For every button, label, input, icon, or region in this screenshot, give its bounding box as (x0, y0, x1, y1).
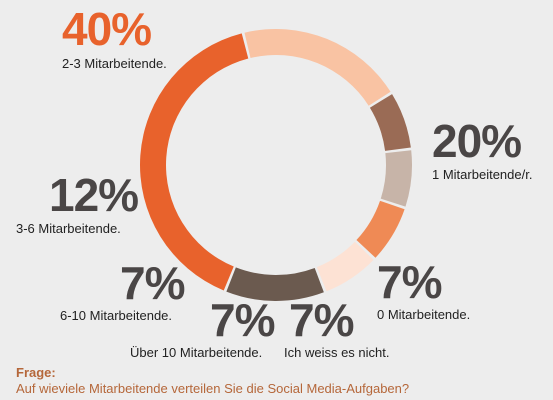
slice-percent: 7% (210, 294, 275, 346)
donut-slice-1 (244, 28, 391, 106)
donut-slice-3 (380, 150, 412, 207)
donut-slice-6 (226, 267, 324, 301)
slice-caption: 0 Mitarbeitende. (377, 307, 471, 322)
slice-caption: 2-3 Mitarbeitende. (62, 56, 167, 71)
donut-slice-2 (369, 94, 411, 151)
slice-caption: 1 Mitarbeitende/r. (432, 167, 533, 182)
slice-percent: 40% (62, 3, 152, 55)
slice-percent: 7% (377, 256, 442, 308)
slice-percent: 20% (432, 115, 522, 167)
slice-caption: Über 10 Mitarbeitende. (130, 345, 263, 360)
slice-percent: 12% (49, 169, 139, 221)
slice-caption: 6-10 Mitarbeitende. (60, 308, 173, 323)
label-2-3: 40% 2-3 Mitarbeitende. (62, 6, 167, 72)
slice-caption: Ich weiss es nicht. (284, 345, 390, 360)
slice-percent: 7% (289, 294, 354, 346)
question-text: Auf wieviele Mitarbeitende verteilen Sie… (16, 381, 410, 396)
label-1: 20% 1 Mitarbeitende/r. (432, 118, 532, 183)
label-6-10: 7% 6-10 Mitarbeitende. (60, 257, 185, 324)
slice-caption: 3-6 Mitarbeitende. (16, 221, 121, 236)
donut-slice-4 (356, 200, 405, 258)
donut-slice-5 (316, 241, 374, 292)
label-3-6: 12% 3-6 Mitarbeitende. (16, 169, 139, 237)
donut-slice-0 (139, 33, 249, 291)
label-0: 7% 0 Mitarbeitende. (377, 259, 470, 323)
label-unknown: 7% Ich weiss es nicht. (284, 297, 390, 361)
slice-percent: 7% (120, 257, 185, 309)
question-label: Frage: (16, 365, 56, 380)
label-over-10: 7% Über 10 Mitarbeitende. (130, 294, 275, 361)
